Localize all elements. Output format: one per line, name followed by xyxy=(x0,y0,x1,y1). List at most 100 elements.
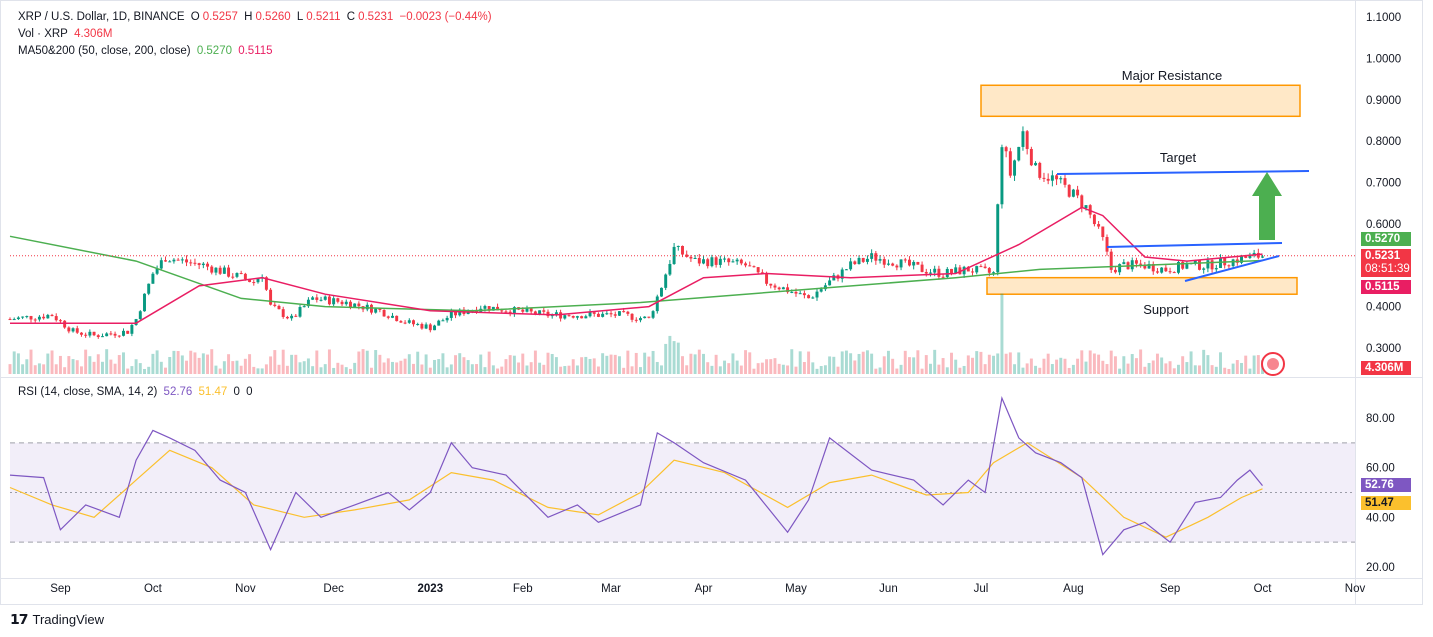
candle-body xyxy=(180,259,184,261)
candle-body xyxy=(1046,178,1050,181)
time-axis-tick: Nov xyxy=(235,583,256,595)
candle-body xyxy=(660,287,663,297)
candle-body xyxy=(798,293,802,295)
candle-body xyxy=(790,291,794,293)
time-axis-tick: Jul xyxy=(974,583,989,595)
volume-bar xyxy=(1063,358,1067,374)
candle-body xyxy=(332,298,336,305)
candle-body xyxy=(176,259,180,261)
volume-bar xyxy=(638,367,642,374)
close-label: C xyxy=(346,11,356,23)
candle-body xyxy=(33,319,37,321)
ma200-line xyxy=(9,235,1263,312)
candle-body xyxy=(29,316,33,320)
candle-body xyxy=(319,299,323,301)
close-value: 0.5231 xyxy=(358,11,394,23)
rsi-badge: 52.76 xyxy=(1361,478,1411,492)
candle-body xyxy=(756,267,760,273)
candle-body xyxy=(391,315,394,318)
volume-bar xyxy=(924,355,928,374)
volume-bar xyxy=(340,364,344,374)
tradingview-label: TradingView xyxy=(32,612,105,627)
volume-bar xyxy=(1235,360,1239,374)
candle-body xyxy=(613,314,617,316)
resistance-zone xyxy=(980,84,1301,118)
candle-body xyxy=(1160,267,1164,273)
volume-bar xyxy=(870,353,874,374)
candle-body xyxy=(714,257,718,265)
volume-bar xyxy=(1198,365,1201,374)
candle-body xyxy=(63,320,67,328)
candle-body xyxy=(966,266,970,272)
volume-bar xyxy=(891,358,895,374)
volume-bar xyxy=(323,364,327,374)
candle-body xyxy=(1198,260,1201,270)
candle-body xyxy=(1231,259,1235,267)
candle-body xyxy=(605,313,609,315)
volume-bar xyxy=(109,359,113,374)
volume-bar xyxy=(1189,351,1193,374)
candle-body xyxy=(1176,261,1180,273)
volume-bar xyxy=(702,353,705,374)
candle-body xyxy=(1050,175,1054,181)
candle-body xyxy=(874,253,878,261)
candle-body xyxy=(769,283,773,286)
volume-bar xyxy=(660,365,663,374)
candle-body xyxy=(1042,177,1046,179)
volume-bar xyxy=(1034,365,1038,374)
ma200-price-badge: 0.5115 xyxy=(1361,280,1411,294)
candle-body xyxy=(622,311,626,313)
volume-bar xyxy=(273,350,277,374)
candle-body xyxy=(214,267,218,273)
candle-body xyxy=(525,308,529,312)
time-axis-tick: May xyxy=(785,583,807,595)
volume-bar xyxy=(222,361,226,374)
price-axis-tick: 0.8000 xyxy=(1366,136,1401,148)
volume-bar xyxy=(50,350,54,374)
volume-bar xyxy=(1088,350,1092,374)
volume-bar xyxy=(571,359,575,374)
candle-body xyxy=(832,275,836,281)
volume-bar xyxy=(466,360,470,374)
volume-bar xyxy=(723,360,727,374)
candle-body xyxy=(1029,148,1033,166)
candle-body xyxy=(1013,160,1017,176)
candle-body xyxy=(584,316,588,319)
volume-bar xyxy=(1219,352,1222,374)
candle-body xyxy=(748,265,752,267)
candle-body xyxy=(538,310,542,315)
price-axis-tick: 0.3000 xyxy=(1366,343,1401,355)
volume-bar xyxy=(857,353,861,374)
volume-bar xyxy=(92,361,96,374)
volume-bar xyxy=(138,363,142,374)
volume-bar xyxy=(1193,365,1197,374)
candle-body xyxy=(500,310,504,312)
candle-body xyxy=(159,260,163,269)
last-price: 0.5231 xyxy=(1365,250,1401,262)
volume-bar xyxy=(344,367,348,374)
volume-bar xyxy=(269,356,273,374)
candle-body xyxy=(1034,162,1038,166)
volume-bar xyxy=(374,350,378,374)
volume-bar xyxy=(294,354,298,374)
volume-bar xyxy=(937,364,941,374)
volume-bar xyxy=(542,364,546,374)
volume-bar xyxy=(462,357,466,374)
candle-body xyxy=(987,268,991,273)
candle-body xyxy=(403,322,407,324)
volume-bar xyxy=(281,349,285,374)
rsi-axis-tick: 80.00 xyxy=(1366,413,1395,425)
volume-bar xyxy=(588,358,592,374)
volume-bar xyxy=(1240,362,1243,374)
candle-body xyxy=(643,316,647,319)
volume-bar xyxy=(508,355,512,374)
tradingview-brand[interactable]: 𝟭𝟳 TradingView xyxy=(10,611,104,628)
volume-bar xyxy=(933,349,937,374)
candle-body xyxy=(1130,260,1134,270)
candle-body xyxy=(512,307,516,315)
candle-body xyxy=(655,296,659,312)
volume-bar xyxy=(668,335,672,374)
candle-body xyxy=(899,259,903,268)
volume-bar xyxy=(403,358,407,374)
rsi-axis-tick: 40.00 xyxy=(1366,512,1395,524)
